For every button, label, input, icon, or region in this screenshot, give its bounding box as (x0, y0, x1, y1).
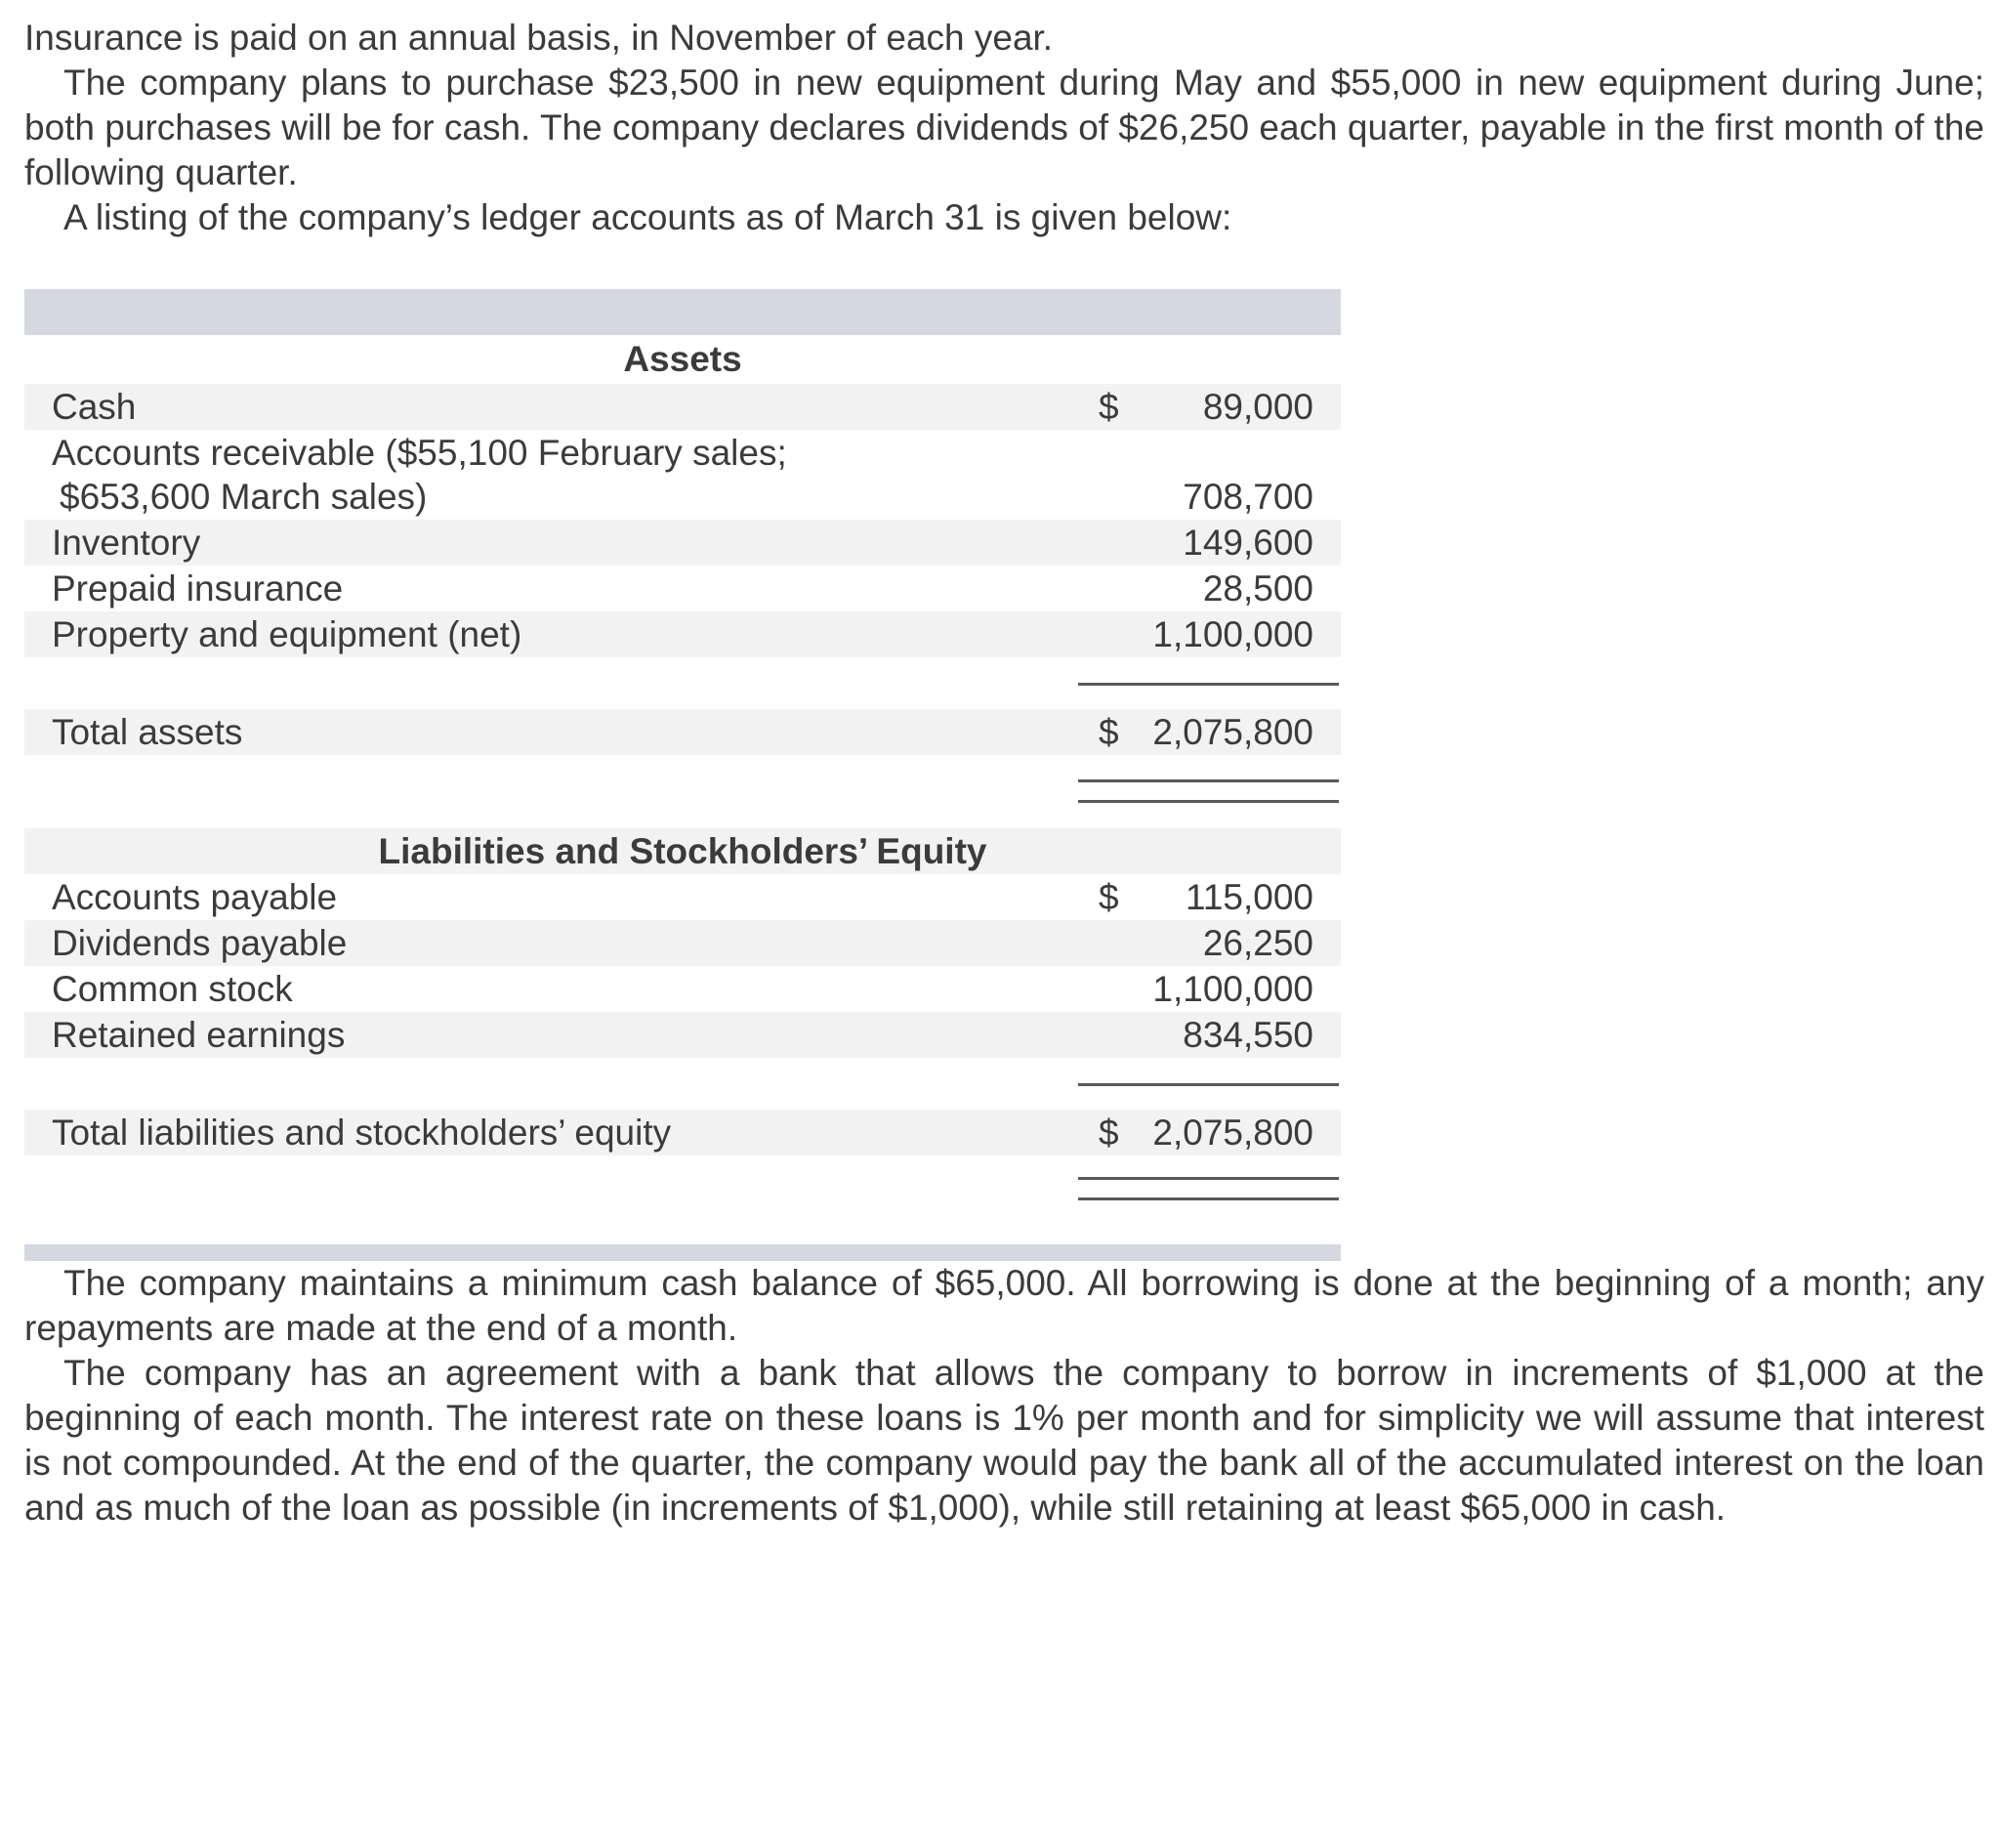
single-rule (1078, 1083, 1339, 1086)
row-amount: 26,250 (1079, 921, 1341, 965)
currency-symbol: $ (1099, 877, 1119, 917)
paragraph-insurance: Insurance is paid on an annual basis, in… (24, 18, 1054, 58)
row-amount: 149,600 (1079, 521, 1341, 565)
currency-symbol: $ (1099, 1113, 1119, 1153)
assets-section-title: Assets (623, 339, 742, 379)
row-label: Total assets (52, 712, 243, 752)
paragraph-ledger-intro: A listing of the company’s ledger accoun… (63, 197, 1232, 237)
row-amount: 708,700 (1079, 475, 1341, 519)
liabilities-section-title: Liabilities and Stockholders’ Equity (24, 828, 1341, 874)
amount-value: 2,075,800 (1152, 1113, 1313, 1153)
paragraph-bank-agreement: The company has an agreement with a bank… (24, 1353, 1984, 1528)
row-label: Accounts receivable ($55,100 February sa… (24, 431, 1079, 519)
amount-value: 26,250 (1202, 923, 1313, 963)
currency-symbol: $ (1099, 387, 1119, 427)
currency-symbol: $ (1099, 712, 1119, 752)
table-row-retained-earnings: Retained earnings 834,550 (24, 1012, 1341, 1058)
spacer (24, 686, 1341, 709)
row-amount: $ 89,000 (1079, 385, 1341, 429)
table-row-dividends-payable: Dividends payable 26,250 (24, 920, 1341, 966)
spacer (24, 657, 1341, 683)
row-amount: 834,550 (1079, 1013, 1341, 1057)
amount-value: 2,075,800 (1152, 712, 1313, 752)
row-label: Total liabilities and stockholders’ equi… (52, 1113, 672, 1153)
row-label-line1: Accounts receivable ($55,100 February sa… (52, 433, 787, 473)
row-amount: $ 2,075,800 (1079, 710, 1341, 754)
row-label: Prepaid insurance (52, 568, 344, 609)
ledger-accounts-table: Assets Cash $ 89,000 Accounts receivable… (24, 289, 1341, 1261)
amount-value: 28,500 (1202, 568, 1313, 609)
table-row-common-stock: Common stock 1,100,000 (24, 966, 1341, 1012)
row-label: Common stock (52, 969, 293, 1009)
double-rule (1078, 1177, 1339, 1200)
spacer (24, 1058, 1341, 1083)
table-row-cash: Cash $ 89,000 (24, 384, 1341, 430)
row-amount: 1,100,000 (1079, 967, 1341, 1011)
single-rule (1078, 683, 1339, 686)
row-amount: $ 115,000 (1079, 875, 1341, 919)
table-row-accounts-payable: Accounts payable $ 115,000 (24, 874, 1341, 920)
amount-value: 149,600 (1183, 523, 1313, 563)
table-top-band (24, 289, 1341, 335)
amount-value: 1,100,000 (1152, 614, 1313, 654)
table-row-prepaid-insurance: Prepaid insurance 28,500 (24, 566, 1341, 611)
amount-value: 115,000 (1186, 877, 1313, 917)
table-row-accounts-receivable: Accounts receivable ($55,100 February sa… (24, 430, 1341, 520)
paragraph-equipment-dividends: The company plans to purchase $23,500 in… (24, 63, 1984, 192)
row-label: Property and equipment (net) (52, 614, 522, 654)
spacer (24, 1086, 1341, 1110)
row-amount: 1,100,000 (1079, 612, 1341, 656)
amount-value: 1,100,000 (1152, 969, 1313, 1009)
paragraph-cash-balance: The company maintains a minimum cash bal… (24, 1263, 1984, 1348)
amount-value: 834,550 (1183, 1015, 1313, 1055)
row-label: Cash (52, 387, 137, 427)
row-label: Accounts payable (52, 877, 338, 917)
row-label: Dividends payable (52, 923, 348, 963)
table-bottom-band (24, 1244, 1341, 1261)
row-label: Retained earnings (52, 1015, 346, 1055)
double-rule (1078, 779, 1339, 803)
amount-value: 708,700 (1183, 477, 1313, 517)
table-row-inventory: Inventory 149,600 (24, 520, 1341, 566)
row-amount: $ 2,075,800 (1079, 1111, 1341, 1155)
row-amount: 28,500 (1079, 567, 1341, 610)
amount-value: 89,000 (1202, 387, 1313, 427)
row-label: Inventory (52, 523, 201, 563)
table-row-property-equipment: Property and equipment (net) 1,100,000 (24, 611, 1341, 657)
row-label-line2: $653,600 March sales) (60, 477, 428, 517)
table-row-total-assets: Total assets $ 2,075,800 (24, 709, 1341, 755)
table-row-total-liabilities-equity: Total liabilities and stockholders’ equi… (24, 1110, 1341, 1155)
